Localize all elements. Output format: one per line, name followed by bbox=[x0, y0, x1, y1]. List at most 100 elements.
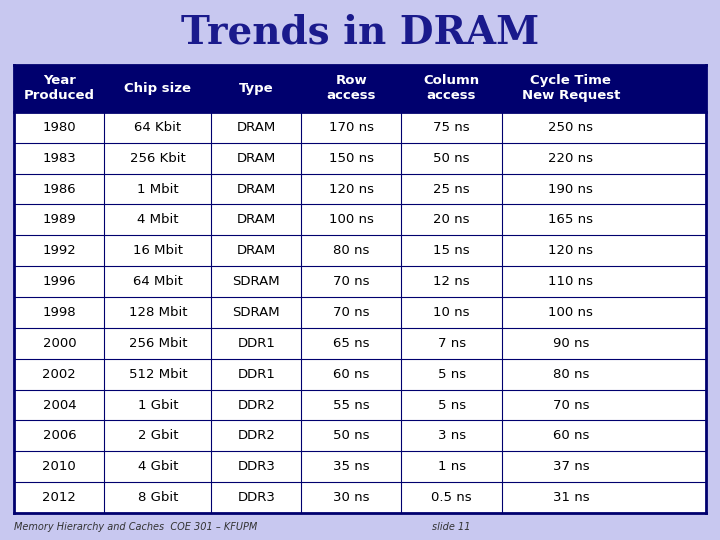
Text: 12 ns: 12 ns bbox=[433, 275, 470, 288]
Bar bbox=[14, 235, 706, 266]
Text: 1996: 1996 bbox=[42, 275, 76, 288]
Bar bbox=[14, 112, 706, 143]
Text: 128 Mbit: 128 Mbit bbox=[129, 306, 187, 319]
Text: 150 ns: 150 ns bbox=[329, 152, 374, 165]
Text: 80 ns: 80 ns bbox=[333, 244, 369, 257]
Text: DRAM: DRAM bbox=[237, 121, 276, 134]
Text: DDR3: DDR3 bbox=[238, 491, 275, 504]
Text: 220 ns: 220 ns bbox=[549, 152, 593, 165]
Text: 1 ns: 1 ns bbox=[438, 460, 466, 473]
Text: Row
access: Row access bbox=[327, 75, 376, 103]
Text: SDRAM: SDRAM bbox=[233, 306, 280, 319]
Text: 75 ns: 75 ns bbox=[433, 121, 470, 134]
Text: 256 Kbit: 256 Kbit bbox=[130, 152, 186, 165]
Text: 165 ns: 165 ns bbox=[549, 213, 593, 226]
Text: 100 ns: 100 ns bbox=[329, 213, 374, 226]
Text: 4 Gbit: 4 Gbit bbox=[138, 460, 178, 473]
Bar bbox=[14, 143, 706, 173]
Text: 1989: 1989 bbox=[42, 213, 76, 226]
Text: 70 ns: 70 ns bbox=[333, 275, 369, 288]
Bar bbox=[14, 297, 706, 328]
Bar bbox=[14, 359, 706, 389]
Text: 90 ns: 90 ns bbox=[553, 337, 589, 350]
Text: 2002: 2002 bbox=[42, 368, 76, 381]
Text: 100 ns: 100 ns bbox=[549, 306, 593, 319]
Text: slide 11: slide 11 bbox=[432, 522, 470, 531]
Text: DDR1: DDR1 bbox=[238, 368, 275, 381]
Text: 35 ns: 35 ns bbox=[333, 460, 369, 473]
Text: 64 Kbit: 64 Kbit bbox=[134, 121, 181, 134]
Text: Year
Produced: Year Produced bbox=[24, 75, 95, 103]
Text: 1992: 1992 bbox=[42, 244, 76, 257]
Text: 2010: 2010 bbox=[42, 460, 76, 473]
Text: 120 ns: 120 ns bbox=[549, 244, 593, 257]
Text: 2000: 2000 bbox=[42, 337, 76, 350]
Text: 1 Gbit: 1 Gbit bbox=[138, 399, 178, 411]
Text: 2012: 2012 bbox=[42, 491, 76, 504]
Text: 256 Mbit: 256 Mbit bbox=[129, 337, 187, 350]
Text: Column
access: Column access bbox=[423, 75, 480, 103]
Text: 5 ns: 5 ns bbox=[438, 368, 466, 381]
Text: 512 Mbit: 512 Mbit bbox=[128, 368, 187, 381]
Text: 3 ns: 3 ns bbox=[438, 429, 466, 442]
Text: Memory Hierarchy and Caches  COE 301 – KFUPM: Memory Hierarchy and Caches COE 301 – KF… bbox=[14, 522, 258, 531]
Text: 8 Gbit: 8 Gbit bbox=[138, 491, 178, 504]
Text: 60 ns: 60 ns bbox=[333, 368, 369, 381]
Text: 80 ns: 80 ns bbox=[553, 368, 589, 381]
Text: 170 ns: 170 ns bbox=[329, 121, 374, 134]
Text: DDR2: DDR2 bbox=[238, 399, 275, 411]
Text: 25 ns: 25 ns bbox=[433, 183, 470, 195]
Text: Cycle Time
New Request: Cycle Time New Request bbox=[521, 75, 620, 103]
Text: 20 ns: 20 ns bbox=[433, 213, 470, 226]
Text: DDR2: DDR2 bbox=[238, 429, 275, 442]
Text: 4 Mbit: 4 Mbit bbox=[137, 213, 179, 226]
Bar bbox=[14, 451, 706, 482]
Text: 1998: 1998 bbox=[42, 306, 76, 319]
Text: 1 Mbit: 1 Mbit bbox=[137, 183, 179, 195]
Text: DRAM: DRAM bbox=[237, 152, 276, 165]
Text: 250 ns: 250 ns bbox=[549, 121, 593, 134]
Text: 0.5 ns: 0.5 ns bbox=[431, 491, 472, 504]
Text: 37 ns: 37 ns bbox=[552, 460, 589, 473]
Text: 120 ns: 120 ns bbox=[329, 183, 374, 195]
Text: 65 ns: 65 ns bbox=[333, 337, 369, 350]
Bar bbox=[14, 173, 706, 205]
Text: 2006: 2006 bbox=[42, 429, 76, 442]
Text: 60 ns: 60 ns bbox=[553, 429, 589, 442]
Text: 55 ns: 55 ns bbox=[333, 399, 369, 411]
Bar bbox=[14, 482, 706, 513]
Text: 1983: 1983 bbox=[42, 152, 76, 165]
Bar bbox=[14, 421, 706, 451]
Text: 30 ns: 30 ns bbox=[333, 491, 369, 504]
Text: 2004: 2004 bbox=[42, 399, 76, 411]
Bar bbox=[14, 328, 706, 359]
Bar bbox=[14, 389, 706, 421]
Text: DDR3: DDR3 bbox=[238, 460, 275, 473]
Text: 70 ns: 70 ns bbox=[333, 306, 369, 319]
Text: 50 ns: 50 ns bbox=[333, 429, 369, 442]
Text: 15 ns: 15 ns bbox=[433, 244, 470, 257]
Text: DRAM: DRAM bbox=[237, 213, 276, 226]
Text: 10 ns: 10 ns bbox=[433, 306, 470, 319]
Text: DDR1: DDR1 bbox=[238, 337, 275, 350]
Text: Type: Type bbox=[239, 82, 274, 95]
Bar bbox=[14, 65, 706, 112]
Text: 64 Mbit: 64 Mbit bbox=[133, 275, 183, 288]
Text: 1986: 1986 bbox=[42, 183, 76, 195]
Text: 31 ns: 31 ns bbox=[552, 491, 589, 504]
Text: SDRAM: SDRAM bbox=[233, 275, 280, 288]
Text: 2 Gbit: 2 Gbit bbox=[138, 429, 178, 442]
Text: 16 Mbit: 16 Mbit bbox=[132, 244, 183, 257]
Bar bbox=[14, 205, 706, 235]
Text: 70 ns: 70 ns bbox=[552, 399, 589, 411]
Text: 190 ns: 190 ns bbox=[549, 183, 593, 195]
Text: Chip size: Chip size bbox=[125, 82, 192, 95]
Text: 110 ns: 110 ns bbox=[549, 275, 593, 288]
Text: 1980: 1980 bbox=[42, 121, 76, 134]
Text: DRAM: DRAM bbox=[237, 244, 276, 257]
Text: 50 ns: 50 ns bbox=[433, 152, 470, 165]
Text: Trends in DRAM: Trends in DRAM bbox=[181, 14, 539, 51]
Text: 7 ns: 7 ns bbox=[438, 337, 466, 350]
Bar bbox=[14, 266, 706, 297]
Text: 5 ns: 5 ns bbox=[438, 399, 466, 411]
